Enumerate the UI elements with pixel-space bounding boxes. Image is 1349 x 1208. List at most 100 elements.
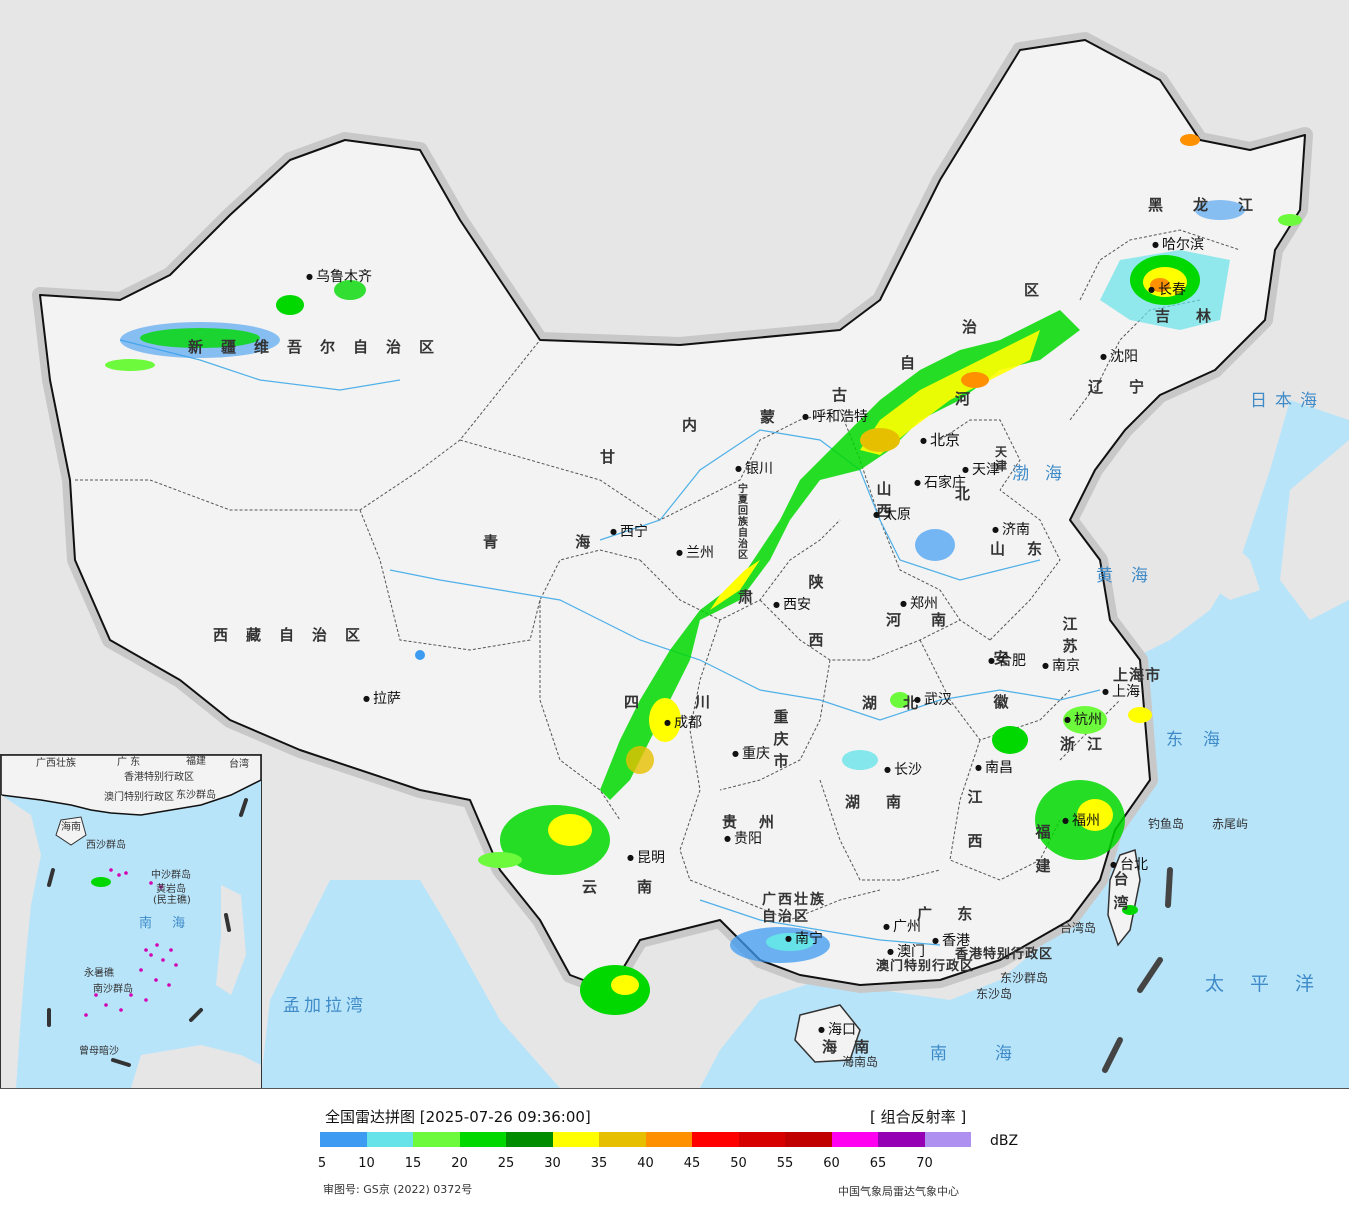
city-shijiazhuang: 石家庄 bbox=[914, 476, 966, 490]
label-gansu-1: 甘 bbox=[600, 448, 634, 466]
inset-label-dongsha: 东沙群岛 bbox=[176, 790, 216, 801]
city-guiyang: 贵阳 bbox=[724, 832, 762, 846]
color-swatch bbox=[878, 1132, 925, 1147]
sea-pacific: 太平洋 bbox=[1205, 973, 1341, 995]
legend-tick-label: 35 bbox=[590, 1156, 608, 1171]
inset-indochina bbox=[1, 795, 41, 1088]
label-shanghai: 上海市 bbox=[1113, 666, 1162, 684]
color-swatch bbox=[506, 1132, 553, 1147]
city-jinan: 济南 bbox=[992, 523, 1030, 537]
color-swatch bbox=[366, 1132, 413, 1147]
inset-label-minzhu: (民主礁) bbox=[153, 895, 191, 906]
city-tianjin: 天津 bbox=[962, 463, 1000, 477]
city-hefei: 合肥 bbox=[988, 654, 1026, 668]
label-jiangxi: 江西 bbox=[967, 788, 983, 850]
city-hohhot: 呼和浩特 bbox=[802, 410, 868, 424]
label-heilongjiang: 黑龙江 bbox=[1148, 196, 1284, 214]
city-changchun: 长春 bbox=[1148, 283, 1186, 297]
agency-credit: 中国气象局雷达气象中心 bbox=[838, 1185, 959, 1198]
label-jilin: 吉林 bbox=[1155, 307, 1238, 325]
inset-borneo bbox=[131, 1045, 261, 1088]
city-hangzhou: 杭州 bbox=[1064, 713, 1102, 727]
sea-huanghai: 黄海 bbox=[1096, 566, 1166, 586]
city-kunming: 昆明 bbox=[627, 851, 665, 865]
map-approval-number: 审图号: GS京 (2022) 0372号 bbox=[323, 1183, 473, 1196]
island-taiwandao: 台湾岛 bbox=[1060, 921, 1097, 935]
color-swatch bbox=[552, 1132, 599, 1147]
label-hubei: 湖北 bbox=[862, 694, 945, 712]
city-haikou: 海口 bbox=[818, 1023, 856, 1037]
label-hainan: 海 南 bbox=[822, 1038, 876, 1056]
legend-tick-label: 40 bbox=[637, 1156, 654, 1171]
legend-tick-label: 50 bbox=[730, 1156, 747, 1171]
inset-label-zengmu: 曾母暗沙 bbox=[79, 1046, 119, 1057]
inset-label-hongkong: 香港特别行政区 bbox=[124, 772, 194, 783]
inset-label-taiwan: 台湾 bbox=[229, 759, 249, 770]
island-diaoyu: 钓鱼岛 bbox=[1148, 817, 1185, 831]
inset-label-huangyan: 黄岩岛 bbox=[156, 884, 186, 895]
city-xining: 西宁 bbox=[610, 525, 648, 539]
inset-islands bbox=[84, 868, 178, 1017]
city-zhengzhou: 郑州 bbox=[900, 597, 938, 611]
legend-panel: 全国雷达拼图 [2025-07-26 09:36:00] [ 组合反射率 ] d… bbox=[0, 1089, 1349, 1208]
city-guangzhou: 广州 bbox=[883, 920, 921, 934]
city-chongqing: 重庆 bbox=[732, 747, 770, 761]
city-wuhan: 武汉 bbox=[914, 693, 952, 707]
legend-tick-label: 25 bbox=[497, 1156, 515, 1171]
legend-tick-label: 70 bbox=[916, 1156, 933, 1171]
island-chiwei: 赤尾屿 bbox=[1212, 817, 1249, 831]
label-hebei-2: 河 bbox=[955, 390, 989, 408]
legend-tick-label: 10 bbox=[358, 1156, 375, 1171]
city-nanning: 南宁 bbox=[785, 932, 823, 946]
color-swatch bbox=[320, 1132, 367, 1147]
city-hongkong: 香港 bbox=[932, 934, 970, 948]
legend-tick-label: 30 bbox=[544, 1156, 561, 1171]
color-swatch bbox=[831, 1132, 878, 1147]
sea-japan: 日本海 bbox=[1250, 391, 1325, 411]
label-chongqing: 重庆市 bbox=[773, 708, 789, 770]
city-lanzhou: 兰州 bbox=[676, 546, 714, 560]
label-guangxi: 广西壮族自治区 bbox=[762, 892, 826, 925]
color-swatch bbox=[413, 1132, 460, 1147]
city-harbin: 哈尔滨 bbox=[1152, 238, 1204, 252]
color-swatch bbox=[738, 1132, 785, 1147]
legend-tick-label: 55 bbox=[776, 1156, 794, 1171]
label-macau: 澳门特别行政区 bbox=[876, 959, 975, 974]
label-zhejiang: 浙江 bbox=[1060, 735, 1115, 753]
label-taiwan: 台湾 bbox=[1113, 870, 1129, 912]
legend-ticks: 5 10 15 20 25 30 35 40 45 50 55 60 65 70 bbox=[0, 1156, 1349, 1176]
label-anhui: 安徽 bbox=[993, 649, 1009, 711]
label-hunan: 湖南 bbox=[845, 793, 928, 811]
label-nmg-6: 区 bbox=[1024, 281, 1058, 299]
city-taibei: 台北 bbox=[1110, 858, 1148, 872]
city-beijing: 北京 bbox=[920, 433, 960, 448]
japan-land bbox=[1280, 440, 1349, 620]
inset-mainland bbox=[1, 755, 261, 816]
label-liaoning: 辽宁 bbox=[1088, 378, 1171, 396]
color-swatch bbox=[924, 1132, 971, 1147]
sea-donghai: 东海 bbox=[1166, 730, 1240, 750]
label-nmg-3: 古 bbox=[832, 386, 866, 404]
color-swatch bbox=[599, 1132, 646, 1147]
label-xizang: 西藏自治区 bbox=[213, 626, 379, 644]
label-qinghai: 青 海 bbox=[483, 533, 627, 551]
city-nanjing: 南京 bbox=[1042, 659, 1080, 673]
label-shaanxi: 陕西 bbox=[808, 573, 824, 649]
legend-title: 全国雷达拼图 [2025-07-26 09:36:00] bbox=[325, 1108, 591, 1126]
legend-tick-label: 20 bbox=[451, 1156, 468, 1171]
color-swatch bbox=[459, 1132, 506, 1147]
label-yunnan: 云南 bbox=[582, 878, 693, 896]
inset-label-nanhai: 南 海 bbox=[139, 916, 194, 931]
city-macau: 澳门 bbox=[887, 945, 925, 959]
legend-unit: dBZ bbox=[990, 1133, 1019, 1149]
label-nmg-1: 内 bbox=[682, 416, 716, 434]
sea-bengal: 孟加拉湾 bbox=[283, 996, 367, 1016]
island-hainandao: 海南岛 bbox=[842, 1055, 879, 1069]
city-lhasa: 拉萨 bbox=[363, 692, 401, 706]
taiwan-island bbox=[1107, 849, 1141, 947]
city-taiyuan: 太原 bbox=[873, 508, 911, 522]
label-guizhou: 贵州 bbox=[722, 813, 797, 831]
radar-map: 新疆维吾尔自治区 西藏自治区 青 海 甘 肃 内 蒙 古 自 治 区 黑龙江 吉… bbox=[0, 0, 1349, 1089]
city-nanchang: 南昌 bbox=[975, 761, 1013, 775]
maritime-dashes bbox=[1102, 867, 1173, 1073]
